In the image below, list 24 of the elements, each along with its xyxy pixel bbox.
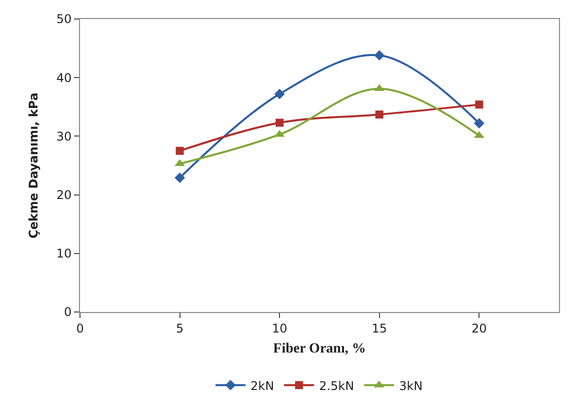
y-tick-label: 30 (56, 129, 72, 144)
x-axis-title: Fiber Oranı, % (273, 342, 366, 357)
x-tick-label: 20 (472, 321, 487, 336)
point (174, 172, 185, 184)
point (374, 50, 385, 61)
y-axis-title: Çekme Dayanımı, kPa (26, 92, 41, 238)
x-tick-label: 0 (76, 321, 84, 336)
point (274, 88, 285, 100)
point (474, 118, 484, 129)
point (176, 146, 184, 155)
point (276, 118, 284, 127)
y-tick-label: 50 (56, 12, 72, 26)
point (375, 110, 384, 119)
x-tick-label: 15 (372, 321, 388, 336)
legend-label: 2kN (250, 378, 274, 393)
y-tick-label: 0 (64, 305, 72, 320)
y-tick-label: 40 (56, 70, 72, 85)
x-tick-label: 5 (176, 321, 184, 336)
y-tick-label: 20 (56, 188, 72, 202)
x-tick-label: 10 (272, 321, 288, 336)
legend-label: 3kN (399, 378, 423, 393)
y-tick-label: 10 (56, 246, 72, 261)
point (475, 100, 484, 109)
legend-label: 2.5kN (319, 378, 354, 393)
